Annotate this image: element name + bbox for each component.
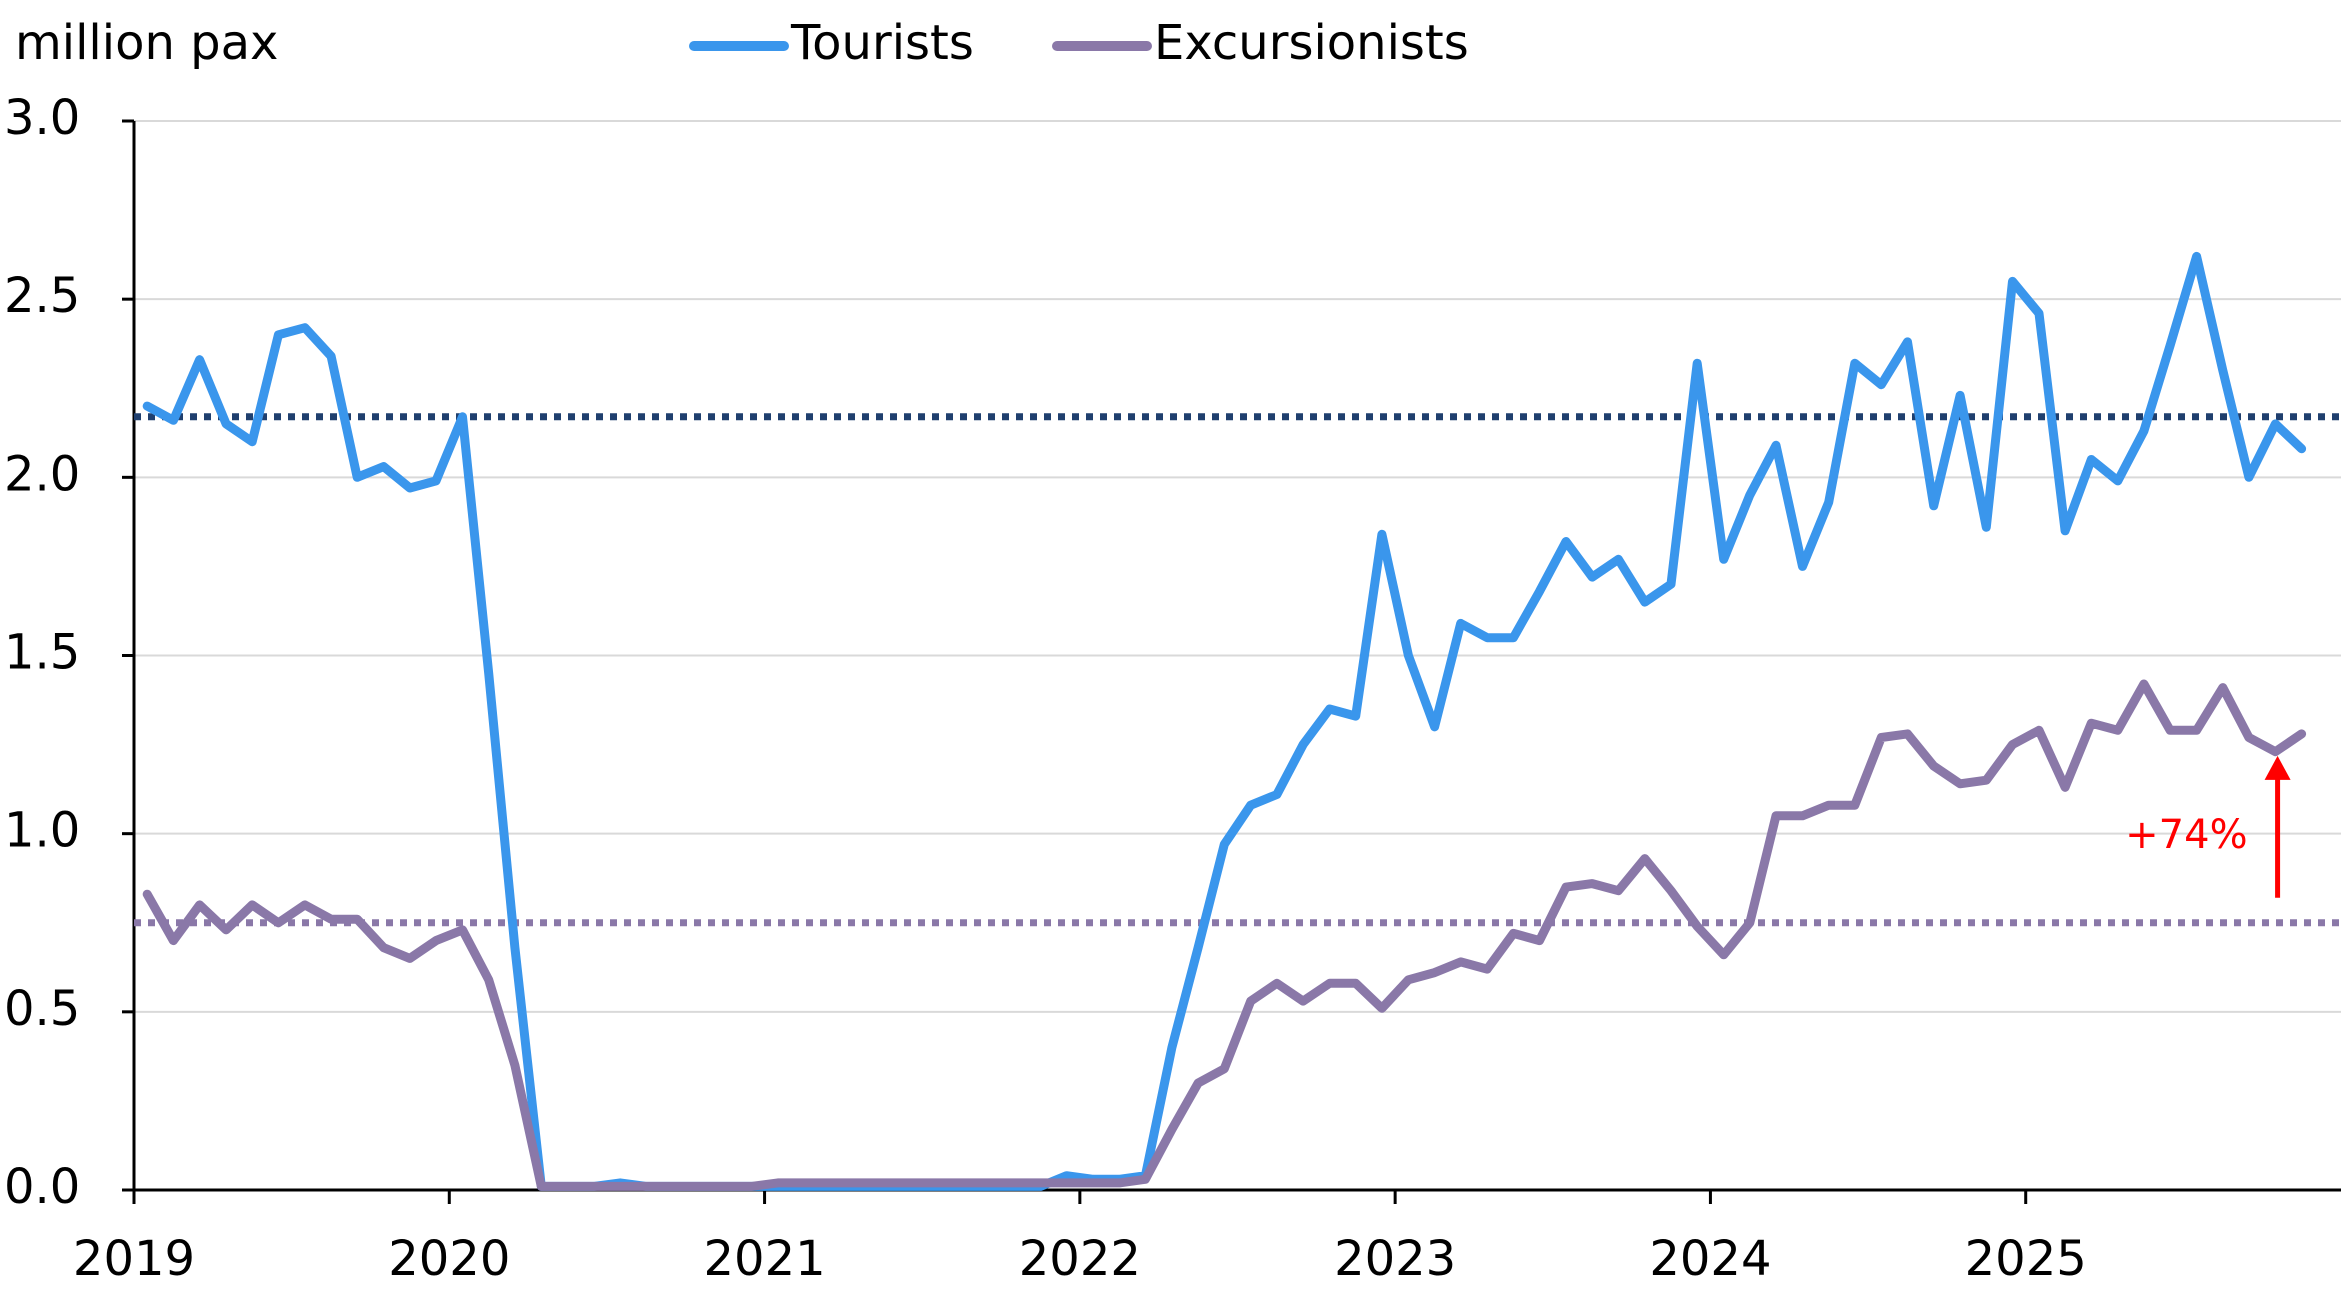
y-tick-label: 2.0 [4, 446, 80, 502]
y-tick-label: 0.0 [4, 1159, 80, 1215]
x-tick-label: 2023 [1334, 1231, 1456, 1287]
x-tick-label: 2020 [388, 1231, 510, 1287]
series-line [142, 251, 2307, 1191]
annotation-text: +74% [2125, 812, 2247, 858]
y-tick-label: 3.0 [4, 90, 80, 146]
x-tick-label: 2022 [1019, 1231, 1141, 1287]
annotation-arrowhead [2264, 755, 2291, 780]
x-tick-label: 2024 [1649, 1231, 1771, 1287]
x-tick-label: 2021 [703, 1231, 825, 1287]
series-line [142, 679, 2307, 1191]
y-tick-label: 2.5 [4, 268, 80, 324]
legend-label: Excursionists [1154, 15, 1469, 71]
x-tick-label: 2025 [1965, 1231, 2087, 1287]
y-tick-label: 1.5 [4, 625, 80, 681]
legend-label: Tourists [790, 15, 974, 71]
y-tick-label: 1.0 [4, 803, 80, 859]
y-axis-label: million pax [15, 15, 278, 71]
x-tick-label: 2019 [73, 1231, 195, 1287]
y-tick-label: 0.5 [4, 981, 80, 1037]
